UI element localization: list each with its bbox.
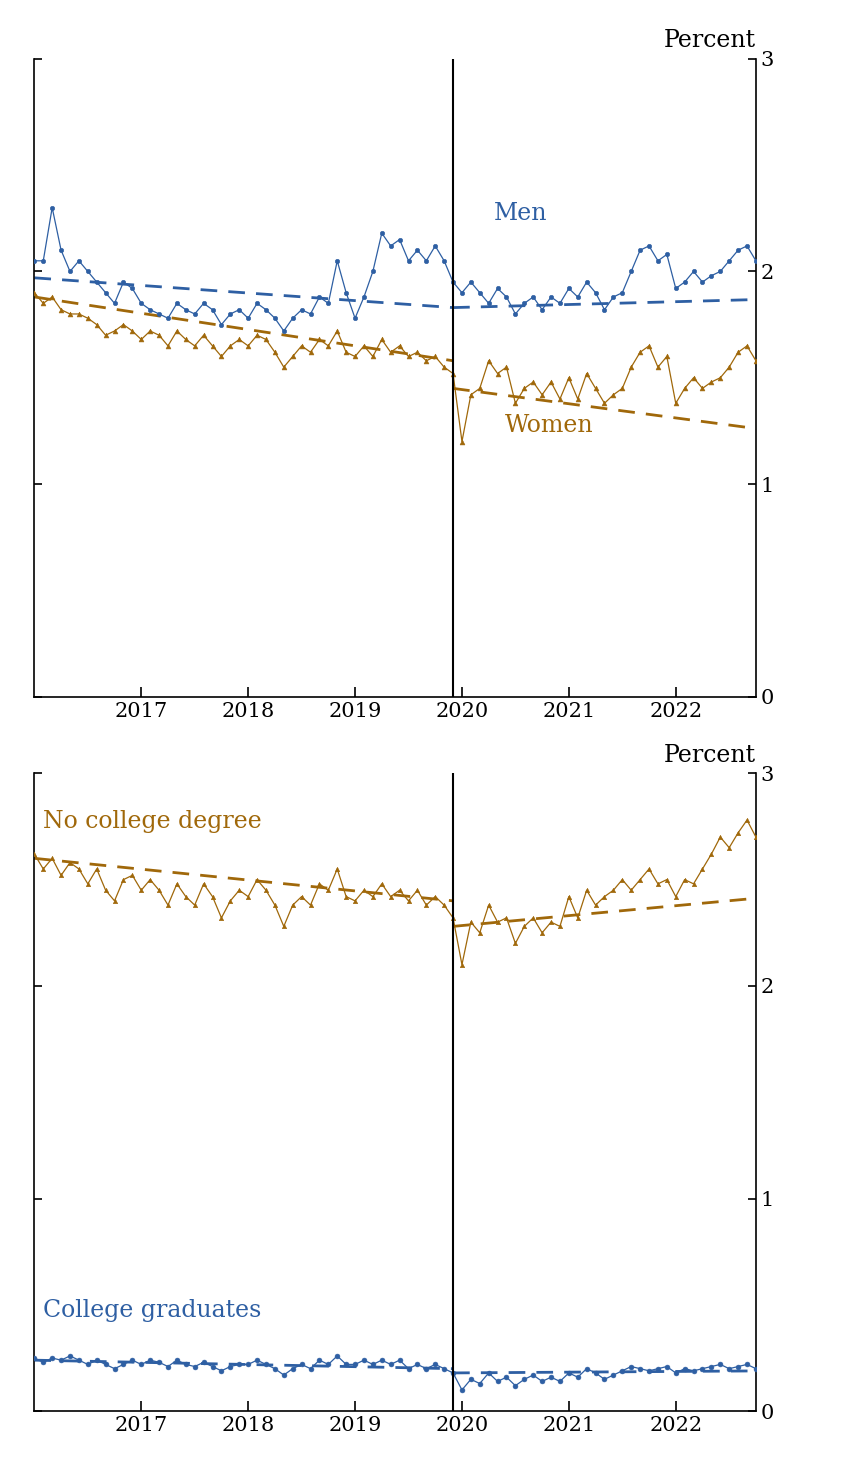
Text: No college degree: No college degree bbox=[43, 810, 262, 833]
Text: Percent: Percent bbox=[664, 744, 756, 767]
Text: Percent: Percent bbox=[664, 29, 756, 53]
Text: Women: Women bbox=[505, 415, 594, 437]
Text: Men: Men bbox=[494, 201, 547, 225]
Text: College graduates: College graduates bbox=[43, 1299, 261, 1322]
